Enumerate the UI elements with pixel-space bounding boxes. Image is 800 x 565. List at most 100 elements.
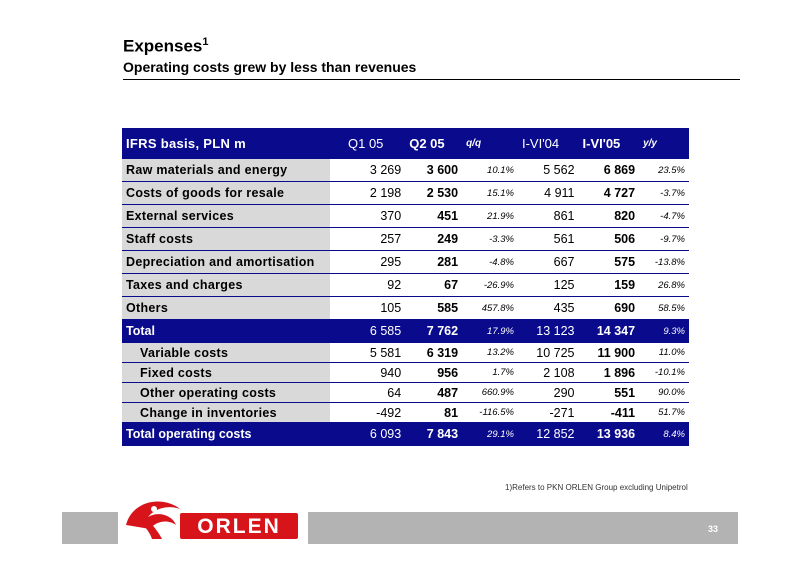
cell-i-vi-04: 861 <box>517 204 579 228</box>
cell-i-vi-04: 435 <box>517 296 579 320</box>
cell-q1-05: 257 <box>330 227 406 251</box>
header-qq: q/q <box>462 128 518 159</box>
cell-q2-05: 451 <box>405 204 463 228</box>
cell-i-vi-05: 820 <box>578 204 640 228</box>
cell-qq: 10.1% <box>462 159 518 182</box>
slide-title: Expenses1 <box>123 36 209 56</box>
cell-qq: -26.9% <box>462 273 518 297</box>
cell-qq: 21.9% <box>462 204 518 228</box>
table-row: Staff costs 257 249 -3.3% 561 506 -9.7% <box>122 227 689 251</box>
cell-q2-05: 81 <box>405 402 463 423</box>
table-row: Depreciation and amortisation 295 281 -4… <box>122 250 689 274</box>
footnote-marker: 1 <box>202 36 209 48</box>
cell-qq: 457.8% <box>462 296 518 320</box>
total-label: Total <box>122 319 330 343</box>
cell-i-vi-04: 561 <box>517 227 579 251</box>
cell-yy: 90.0% <box>639 382 689 403</box>
row-label: Depreciation and amortisation <box>122 250 330 274</box>
table-row: Raw materials and energy 3 269 3 600 10.… <box>122 159 689 182</box>
subtotal-row: Change in inventories -492 81 -116.5% -2… <box>122 402 689 423</box>
cell-qq: -116.5% <box>462 402 518 423</box>
row-label: Raw materials and energy <box>122 159 330 182</box>
logo-wordmark: ORLEN <box>197 515 281 538</box>
cell-yy: -10.1% <box>639 362 689 383</box>
cell-qq: 15.1% <box>462 181 518 205</box>
cell-qq: -4.8% <box>462 250 518 274</box>
cell-i-vi-05: -411 <box>578 402 640 423</box>
cell-q1-05: 64 <box>330 382 406 403</box>
cell-qq: 1.7% <box>462 362 518 383</box>
cell-q2-05: 67 <box>405 273 463 297</box>
slide-subtitle: Operating costs grew by less than revenu… <box>123 59 417 75</box>
total-yy: 9.3% <box>639 319 689 343</box>
cell-q1-05: 5 581 <box>330 342 406 363</box>
row-label: Taxes and charges <box>122 273 330 297</box>
page-number: 33 <box>708 524 719 534</box>
total-i-vi-04: 13 123 <box>517 319 579 343</box>
header-i-vi-05: I-VI'05 <box>578 128 640 159</box>
grand-total-q1-05: 6 093 <box>330 422 406 446</box>
cell-i-vi-05: 159 <box>578 273 640 297</box>
footnote: 1)Refers to PKN ORLEN Group excluding Un… <box>505 483 688 492</box>
row-label: Other operating costs <box>122 382 330 403</box>
cell-i-vi-05: 6 869 <box>578 159 640 182</box>
table-header-row: IFRS basis, PLN m Q1 05 Q2 05 q/q I-VI'0… <box>122 128 689 159</box>
row-label: External services <box>122 204 330 228</box>
cell-i-vi-04: 125 <box>517 273 579 297</box>
header-yy: y/y <box>639 128 689 159</box>
cell-qq: 13.2% <box>462 342 518 363</box>
grand-total-i-vi-04: 12 852 <box>517 422 579 446</box>
row-label: Variable costs <box>122 342 330 363</box>
cell-q2-05: 3 600 <box>405 159 463 182</box>
eagle-icon <box>126 501 180 539</box>
grand-total-q2-05: 7 843 <box>405 422 463 446</box>
cell-yy: 58.5% <box>639 296 689 320</box>
cell-q1-05: 370 <box>330 204 406 228</box>
cell-q2-05: 956 <box>405 362 463 383</box>
total-i-vi-05: 14 347 <box>578 319 640 343</box>
row-label: Costs of goods for resale <box>122 181 330 205</box>
table-row: Taxes and charges 92 67 -26.9% 125 159 2… <box>122 273 689 297</box>
subtotal-row: Fixed costs 940 956 1.7% 2 108 1 896 -10… <box>122 362 689 383</box>
cell-qq: 660.9% <box>462 382 518 403</box>
cell-i-vi-05: 11 900 <box>578 342 640 363</box>
cell-i-vi-05: 690 <box>578 296 640 320</box>
cell-i-vi-05: 575 <box>578 250 640 274</box>
total-row: Total 6 585 7 762 17.9% 13 123 14 347 9.… <box>122 319 689 343</box>
cell-i-vi-04: -271 <box>517 402 579 423</box>
subtotal-row: Variable costs 5 581 6 319 13.2% 10 725 … <box>122 342 689 363</box>
table-row: External services 370 451 21.9% 861 820 … <box>122 204 689 228</box>
row-label: Staff costs <box>122 227 330 251</box>
row-label: Others <box>122 296 330 320</box>
cell-i-vi-04: 10 725 <box>517 342 579 363</box>
cell-i-vi-04: 5 562 <box>517 159 579 182</box>
title-divider <box>123 79 740 80</box>
cell-i-vi-05: 551 <box>578 382 640 403</box>
total-qq: 17.9% <box>462 319 518 343</box>
cell-q2-05: 249 <box>405 227 463 251</box>
table-row: Costs of goods for resale 2 198 2 530 15… <box>122 181 689 205</box>
grand-total-i-vi-05: 13 936 <box>578 422 640 446</box>
cell-q2-05: 281 <box>405 250 463 274</box>
cell-yy: -9.7% <box>639 227 689 251</box>
cell-yy: -13.8% <box>639 250 689 274</box>
cell-q2-05: 487 <box>405 382 463 403</box>
header-i-vi-04: I-VI'04 <box>517 128 579 159</box>
grand-total-yy: 8.4% <box>639 422 689 446</box>
grand-total-qq: 29.1% <box>462 422 518 446</box>
cell-q1-05: -492 <box>330 402 406 423</box>
cell-yy: 23.5% <box>639 159 689 182</box>
cell-q1-05: 295 <box>330 250 406 274</box>
cell-q1-05: 92 <box>330 273 406 297</box>
cell-q2-05: 6 319 <box>405 342 463 363</box>
cell-i-vi-04: 4 911 <box>517 181 579 205</box>
header-q1-05: Q1 05 <box>330 128 406 159</box>
cell-q1-05: 2 198 <box>330 181 406 205</box>
cell-i-vi-05: 1 896 <box>578 362 640 383</box>
cell-yy: 11.0% <box>639 342 689 363</box>
cell-i-vi-04: 667 <box>517 250 579 274</box>
cell-q1-05: 3 269 <box>330 159 406 182</box>
table-row: Others 105 585 457.8% 435 690 58.5% <box>122 296 689 320</box>
cell-qq: -3.3% <box>462 227 518 251</box>
cell-i-vi-04: 2 108 <box>517 362 579 383</box>
